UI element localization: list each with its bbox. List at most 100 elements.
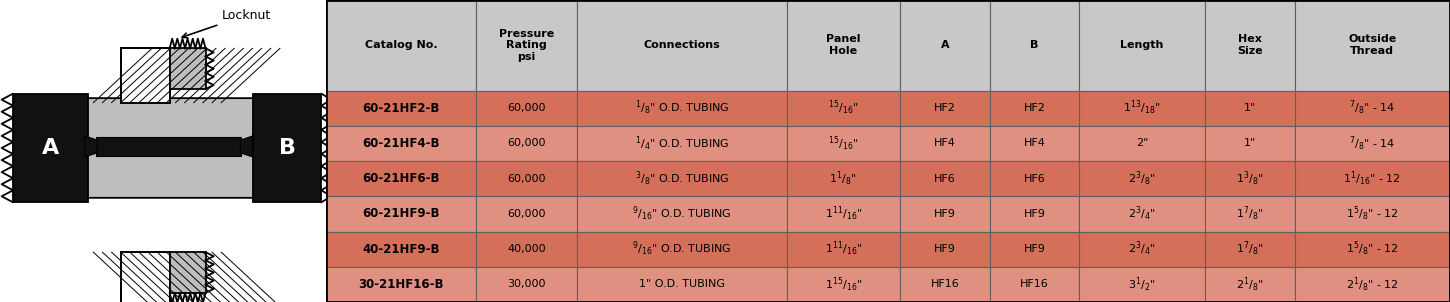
Text: 60,000: 60,000 xyxy=(507,209,545,219)
Text: $^{9}/_{16}$" O.D. TUBING: $^{9}/_{16}$" O.D. TUBING xyxy=(632,205,732,223)
Text: 60-21HF2-B: 60-21HF2-B xyxy=(362,102,439,115)
Bar xyxy=(170,48,206,89)
Text: HF16: HF16 xyxy=(931,279,960,289)
Text: 1$^{5}/_{8}$" - 12: 1$^{5}/_{8}$" - 12 xyxy=(1346,205,1399,223)
Bar xyxy=(120,48,170,103)
Bar xyxy=(1079,161,1205,196)
Bar xyxy=(900,232,990,267)
Bar xyxy=(786,91,900,126)
Text: Hex
Size: Hex Size xyxy=(1237,34,1263,56)
Text: HF9: HF9 xyxy=(934,209,956,219)
Bar xyxy=(326,161,476,196)
Text: Catalog No.: Catalog No. xyxy=(364,40,438,50)
Text: 1$^{15}/_{16}$": 1$^{15}/_{16}$" xyxy=(825,275,863,294)
Text: HF16: HF16 xyxy=(1021,279,1048,289)
Text: 1$^{7}/_{8}$": 1$^{7}/_{8}$" xyxy=(1235,240,1263,258)
Bar xyxy=(120,48,170,103)
Bar xyxy=(786,267,900,302)
Text: Panel
Hole: Panel Hole xyxy=(826,34,860,56)
Text: HF2: HF2 xyxy=(934,103,956,113)
Text: $^{1}/_{8}$" O.D. TUBING: $^{1}/_{8}$" O.D. TUBING xyxy=(635,99,729,117)
Text: $^{7}/_{8}$" - 14: $^{7}/_{8}$" - 14 xyxy=(1348,134,1395,153)
Text: 1$^{7}/_{8}$": 1$^{7}/_{8}$" xyxy=(1235,205,1263,223)
Bar xyxy=(1079,0,1205,91)
Text: HF6: HF6 xyxy=(934,174,956,184)
Bar xyxy=(1079,267,1205,302)
Text: 2$^{3}/_{4}$": 2$^{3}/_{4}$" xyxy=(1128,240,1156,258)
Text: Locknut: Locknut xyxy=(183,8,271,38)
Bar xyxy=(326,232,476,267)
Text: HF2: HF2 xyxy=(1024,103,1045,113)
Text: Length: Length xyxy=(1121,40,1164,50)
Bar xyxy=(786,196,900,232)
Bar xyxy=(990,0,1079,91)
Polygon shape xyxy=(241,136,252,157)
Bar xyxy=(1205,126,1295,161)
Text: 2$^{3}/_{8}$": 2$^{3}/_{8}$" xyxy=(1128,169,1156,188)
Text: $^{9}/_{16}$" O.D. TUBING: $^{9}/_{16}$" O.D. TUBING xyxy=(632,240,732,258)
Bar xyxy=(900,0,990,91)
Text: $^{1}/_{4}$" O.D. TUBING: $^{1}/_{4}$" O.D. TUBING xyxy=(635,134,729,153)
Bar xyxy=(13,94,88,202)
Bar xyxy=(786,161,900,196)
Bar xyxy=(577,232,786,267)
Text: HF4: HF4 xyxy=(934,138,956,149)
Text: 1$^{13}/_{18}$": 1$^{13}/_{18}$" xyxy=(1124,99,1161,117)
Bar xyxy=(900,126,990,161)
Bar xyxy=(1205,91,1295,126)
Text: $^{15}/_{16}$": $^{15}/_{16}$" xyxy=(828,134,858,153)
Bar xyxy=(1205,0,1295,91)
Text: A: A xyxy=(941,40,950,50)
Bar xyxy=(476,232,577,267)
Text: 2": 2" xyxy=(1135,138,1148,149)
Text: 1$^{3}/_{8}$": 1$^{3}/_{8}$" xyxy=(1235,169,1263,188)
Bar xyxy=(1079,126,1205,161)
Text: 2$^{1}/_{8}$" - 12: 2$^{1}/_{8}$" - 12 xyxy=(1346,275,1399,294)
Text: 60-21HF4-B: 60-21HF4-B xyxy=(362,137,439,150)
Bar xyxy=(577,161,786,196)
Text: B: B xyxy=(278,138,296,158)
Text: 60-21HF6-B: 60-21HF6-B xyxy=(362,172,439,185)
Text: 30,000: 30,000 xyxy=(507,279,545,289)
Bar xyxy=(476,126,577,161)
Bar xyxy=(120,252,170,302)
Text: Connections: Connections xyxy=(644,40,721,50)
Bar xyxy=(786,0,900,91)
Bar xyxy=(990,126,1079,161)
FancyBboxPatch shape xyxy=(80,98,270,198)
Bar xyxy=(476,267,577,302)
Bar xyxy=(900,267,990,302)
Bar xyxy=(577,0,786,91)
Bar xyxy=(1295,232,1450,267)
Text: 1": 1" xyxy=(1244,138,1256,149)
Text: HF6: HF6 xyxy=(1024,174,1045,184)
Text: HF9: HF9 xyxy=(1024,209,1045,219)
Bar xyxy=(1205,267,1295,302)
Bar xyxy=(1079,232,1205,267)
Bar xyxy=(96,137,241,156)
Bar xyxy=(990,91,1079,126)
Text: 1" O.D. TUBING: 1" O.D. TUBING xyxy=(639,279,725,289)
Bar xyxy=(1295,91,1450,126)
Bar xyxy=(326,267,476,302)
Text: $^{15}/_{16}$": $^{15}/_{16}$" xyxy=(828,99,858,117)
Text: $^{3}/_{8}$" O.D. TUBING: $^{3}/_{8}$" O.D. TUBING xyxy=(635,169,729,188)
Bar xyxy=(326,91,476,126)
Bar xyxy=(577,91,786,126)
Bar xyxy=(326,196,476,232)
Bar xyxy=(1205,196,1295,232)
Bar xyxy=(476,161,577,196)
Text: 1$^{5}/_{8}$" - 12: 1$^{5}/_{8}$" - 12 xyxy=(1346,240,1399,258)
Bar xyxy=(1079,91,1205,126)
Bar xyxy=(1295,196,1450,232)
Text: 2$^{3}/_{4}$": 2$^{3}/_{4}$" xyxy=(1128,205,1156,223)
Bar xyxy=(476,196,577,232)
Text: 1": 1" xyxy=(1244,103,1256,113)
Polygon shape xyxy=(84,136,97,157)
Text: 1$^{11}/_{16}$": 1$^{11}/_{16}$" xyxy=(825,205,863,223)
Text: Outside
Thread: Outside Thread xyxy=(1348,34,1396,56)
Bar xyxy=(577,267,786,302)
Bar xyxy=(990,196,1079,232)
Text: 3$^{1}/_{2}$": 3$^{1}/_{2}$" xyxy=(1128,275,1156,294)
Bar xyxy=(476,91,577,126)
